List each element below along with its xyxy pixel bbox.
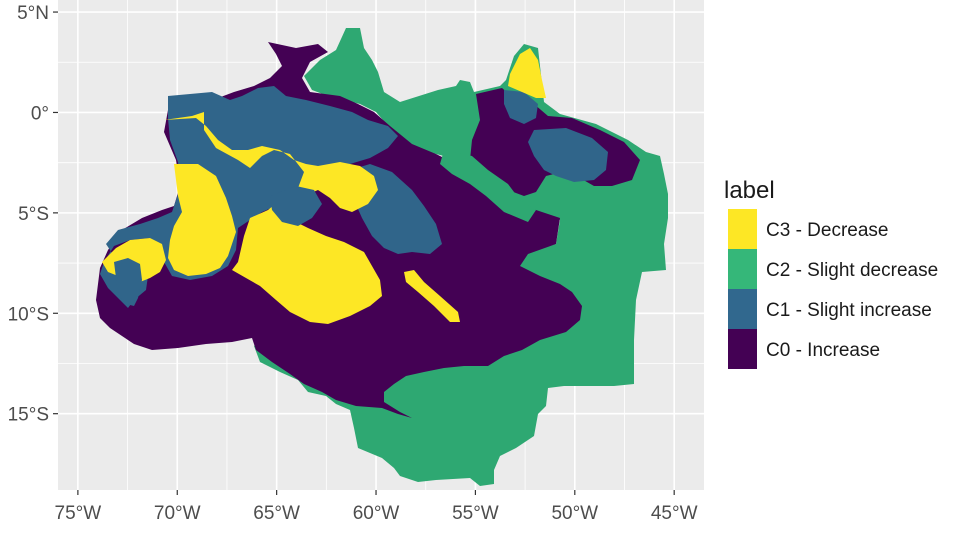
x-tick-label: 45°W (651, 503, 698, 524)
region-c1-patch-inner (114, 258, 142, 306)
map-regions (96, 28, 668, 486)
legend-swatch-c2 (728, 249, 757, 289)
x-tick-label: 65°W (253, 503, 300, 524)
region-c2-strip (440, 150, 536, 222)
x-tick-label: 60°W (353, 503, 400, 524)
y-tick-label: 15°S (8, 405, 49, 426)
region-c1-east (528, 128, 608, 182)
legend-label-c3: C3 - Decrease (766, 220, 889, 241)
region-c3-west (164, 112, 382, 324)
legend-label-c2: C2 - Slight decrease (766, 260, 938, 281)
region-c1-northeast (504, 90, 538, 124)
x-axis: 75°W 70°W 65°W 60°W 55°W 50°W 45°W (55, 490, 698, 524)
x-tick-label: 70°W (154, 503, 201, 524)
x-tick-label: 50°W (551, 503, 598, 524)
legend-label-c1: C1 - Slight increase (766, 300, 932, 321)
y-tick-label: 5°N (17, 3, 49, 24)
legend-swatch-c3 (728, 209, 757, 249)
legend-swatch-c0 (728, 329, 757, 369)
y-tick-label: 5°S (18, 204, 49, 225)
y-tick-label: 10°S (8, 304, 49, 325)
y-axis: 5°N 0° 5°S 10°S 15°S (8, 3, 58, 426)
legend-items: C3 - Decrease C2 - Slight decrease C1 - Sl… (728, 209, 938, 369)
legend-title: label (724, 177, 775, 204)
x-tick-label: 75°W (55, 503, 102, 524)
legend-swatch-c1 (728, 289, 757, 329)
region-c1-patch-mid (270, 186, 322, 226)
legend-label-c0: C0 - Increase (766, 340, 880, 361)
region-c3-patch-a (168, 164, 236, 276)
region-c3-strip (404, 270, 460, 322)
y-tick-label: 0° (31, 103, 49, 124)
x-tick-label: 55°W (452, 503, 499, 524)
region-c3-northeast (508, 48, 546, 98)
